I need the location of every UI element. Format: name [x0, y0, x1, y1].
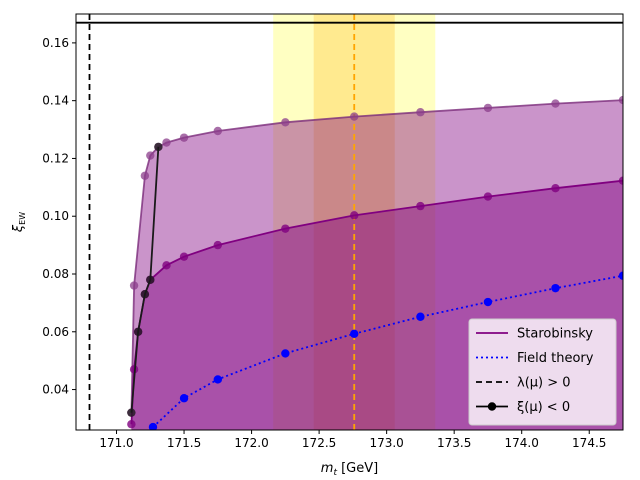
starobinsky-point — [179, 252, 189, 261]
upper-curve-point — [281, 118, 290, 127]
x-axis-label: mt [GeV] — [321, 461, 378, 478]
upper-curve-point — [179, 133, 189, 142]
starobinsky-point — [281, 224, 290, 233]
field-theory-point — [416, 312, 425, 321]
field-theory-point — [148, 422, 158, 430]
field-theory-point — [213, 375, 223, 384]
x-tick-label: 172.0 — [234, 436, 268, 450]
y-axis-label: ξEW — [11, 212, 27, 233]
y-tick-label: 0.10 — [42, 209, 69, 223]
field-theory-point — [618, 271, 623, 280]
legend-box — [468, 318, 617, 426]
x-tick-label: 171.0 — [99, 436, 133, 450]
legend-label: ξ(μ) < 0 — [517, 400, 570, 415]
upper-curve-point — [146, 151, 155, 160]
xi-negative-point — [127, 408, 136, 417]
x-tick-label: 173.0 — [369, 436, 403, 450]
upper-curve-point — [618, 95, 623, 105]
upper-curve-point — [140, 171, 150, 180]
starobinsky-point — [416, 201, 425, 211]
y-tick-label: 0.12 — [42, 151, 69, 165]
field-theory-point — [551, 283, 560, 293]
mt-band-2 — [313, 14, 395, 430]
xi-negative-point — [133, 327, 143, 336]
upper-curve-point — [129, 281, 139, 290]
upper-curve-point — [162, 138, 171, 147]
field-theory-point — [281, 349, 290, 358]
starobinsky-point — [618, 176, 623, 185]
field-theory-point — [179, 394, 189, 403]
upper-curve-point — [551, 99, 560, 108]
axes-frame — [75, 13, 624, 431]
legend-label: Starobinsky — [517, 327, 593, 342]
xi-negative-point — [154, 142, 163, 152]
starobinsky-point — [129, 365, 139, 374]
field-theory-point — [350, 329, 359, 338]
field-theory-point — [483, 297, 493, 307]
legend-label: Field theory — [517, 351, 594, 366]
starobinsky-point — [551, 184, 560, 193]
starobinsky-point — [162, 261, 171, 270]
upper-curve-point — [416, 108, 425, 117]
legend-label: λ(μ) > 0 — [517, 376, 571, 391]
upper-curve-point — [213, 126, 223, 136]
upper-curve-point — [350, 112, 359, 121]
x-tick-label: 172.5 — [302, 436, 336, 450]
x-tick-label: 174.5 — [572, 436, 606, 450]
x-tick-label: 173.5 — [437, 436, 471, 450]
legend: Starobinsky Field theory λ(μ) > 0 ξ(μ) < 0 — [468, 318, 617, 426]
starobinsky-point — [127, 420, 136, 429]
y-tick-label: 0.14 — [42, 94, 69, 108]
y-tick-label: 0.08 — [42, 267, 69, 281]
x-tick-label: 171.5 — [167, 436, 201, 450]
y-tick-label: 0.16 — [42, 36, 69, 50]
upper-curve-point — [483, 103, 493, 113]
y-tick-label: 0.06 — [42, 325, 69, 339]
x-tick-label: 174.0 — [505, 436, 539, 450]
legend-marker — [487, 402, 497, 411]
starobinsky-point — [350, 211, 359, 220]
starobinsky-point — [483, 192, 493, 201]
y-tick-label: 0.04 — [42, 383, 69, 397]
starobinsky-point — [213, 240, 223, 250]
axes: 171.0 171.5 172.0 172.5 173.0 173.5 174.0 174.5… — [11, 13, 624, 478]
xi-negative-point — [140, 290, 150, 299]
xi-negative-point — [146, 275, 155, 284]
